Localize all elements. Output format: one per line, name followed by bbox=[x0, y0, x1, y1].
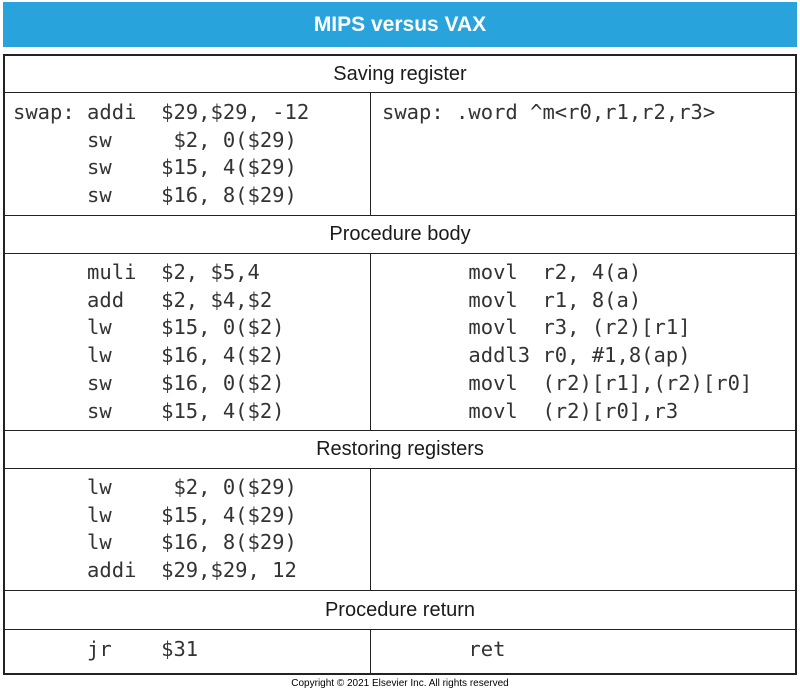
page-title: MIPS versus VAX bbox=[3, 2, 797, 47]
column-divider bbox=[370, 469, 371, 590]
comparison-table: Saving register swap: addi $29,$29, -12 … bbox=[3, 54, 797, 675]
section-body-saving-register: swap: addi $29,$29, -12 sw $2, 0($29) sw… bbox=[5, 93, 795, 216]
section-heading-procedure-return: Procedure return bbox=[5, 591, 795, 630]
section-body-restoring-registers: lw $2, 0($29) lw $15, 4($29) lw $16, 8($… bbox=[5, 469, 795, 591]
column-divider bbox=[370, 93, 371, 215]
mips-code-procedure-body: muli $2, $5,4 add $2, $4,$2 lw $15, 0($2… bbox=[87, 260, 285, 423]
mips-code-saving-register: swap: addi $29,$29, -12 sw $2, 0($29) sw… bbox=[13, 100, 310, 208]
section-heading-procedure-body: Procedure body bbox=[5, 216, 795, 254]
mips-code-procedure-return: jr $31 bbox=[13, 637, 199, 661]
section-body-procedure-body: muli $2, $5,4 add $2, $4,$2 lw $15, 0($2… bbox=[5, 254, 795, 431]
section-heading-restoring-registers: Restoring registers bbox=[5, 431, 795, 469]
column-divider bbox=[370, 254, 371, 430]
vax-code-saving-register: swap: .word ^m<r0,r1,r2,r3> bbox=[382, 100, 716, 124]
column-divider bbox=[370, 630, 371, 673]
section-body-procedure-return: jr $31 ret bbox=[5, 630, 795, 673]
vax-code-procedure-body: movl r2, 4(a) movl r1, 8(a) movl r3, (r2… bbox=[468, 260, 753, 423]
section-heading-saving-register: Saving register bbox=[5, 56, 795, 93]
copyright-notice: Copyright © 2021 Elsevier Inc. All right… bbox=[291, 678, 509, 689]
mips-code-restoring-registers: lw $2, 0($29) lw $15, 4($29) lw $16, 8($… bbox=[87, 475, 297, 583]
vax-code-procedure-return: ret bbox=[382, 637, 506, 661]
